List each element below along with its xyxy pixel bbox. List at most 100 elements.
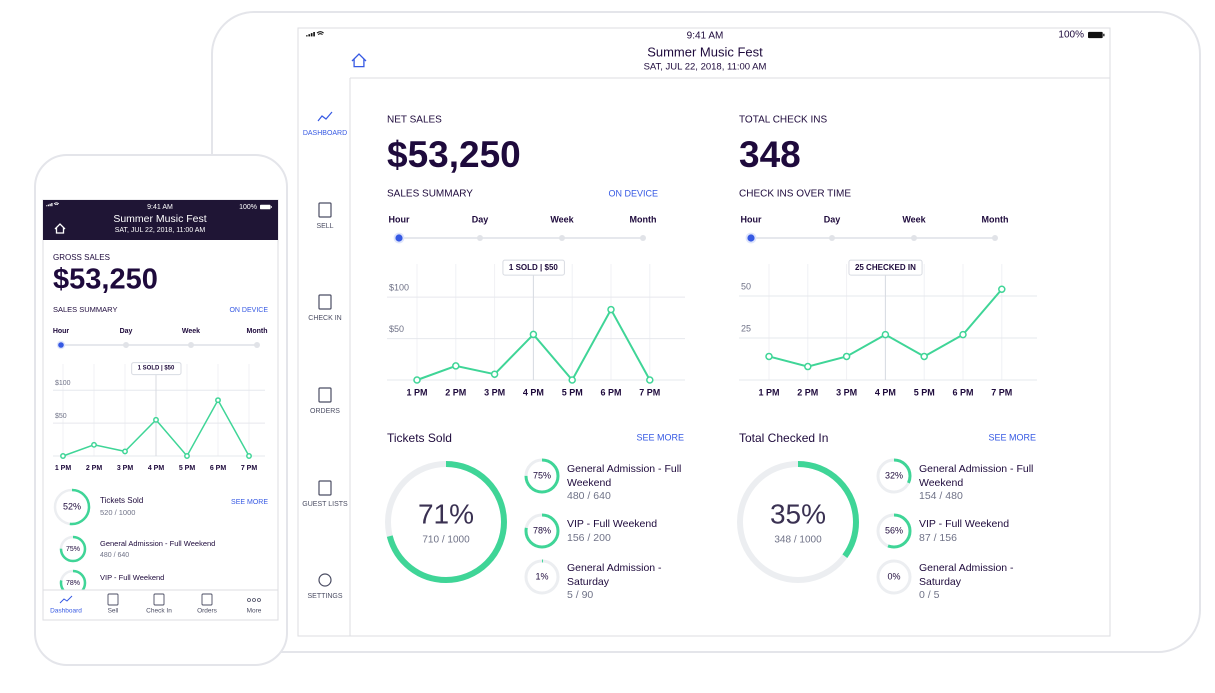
tab-icon	[59, 595, 73, 604]
ticket-detail: 480 / 640	[567, 490, 611, 502]
ring-arc	[385, 461, 507, 583]
ticket-detail: 480 / 640	[100, 552, 129, 559]
data-point	[122, 448, 128, 455]
summary-detail: 520 / 1000	[100, 508, 135, 517]
ring-percent: 1%	[535, 571, 548, 581]
ticket-detail: 87 / 156	[919, 531, 957, 544]
x-tick-label: 4 PM	[875, 387, 896, 397]
annotation: 1 SOLD | $50	[509, 263, 558, 272]
nav-item[interactable]: DASHBOARD	[303, 130, 347, 137]
ring-percent: 0%	[887, 571, 900, 581]
range-dot[interactable]	[992, 235, 998, 241]
range-dot[interactable]	[911, 235, 917, 241]
range-option[interactable]: Hour	[389, 214, 410, 224]
y-tick-label: 50	[741, 281, 751, 291]
nav-item[interactable]: GUEST LISTS	[302, 501, 348, 508]
ring-arc	[876, 458, 912, 494]
range-dot[interactable]	[188, 342, 194, 348]
ring-arc	[524, 513, 560, 549]
x-tick-label: 3 PM	[836, 387, 857, 397]
link[interactable]: SEE MORE	[231, 499, 268, 506]
nav-icon	[318, 480, 332, 496]
range-option[interactable]: Month	[982, 214, 1009, 224]
phone-header	[43, 200, 278, 240]
wifi-icon	[53, 202, 60, 206]
range-option[interactable]: Week	[550, 214, 574, 224]
x-tick-label: 7 PM	[639, 387, 660, 397]
data-point	[529, 330, 538, 339]
section-title: Tickets Sold	[387, 431, 452, 445]
tab-item[interactable]: Check In	[146, 608, 172, 615]
nav-item[interactable]: SETTINGS	[307, 593, 342, 600]
battery-tip	[1103, 33, 1105, 37]
range-option[interactable]: Week	[902, 214, 926, 224]
nav-icon	[318, 202, 332, 218]
data-point	[959, 330, 967, 339]
link[interactable]: ON DEVICE	[229, 307, 268, 314]
data-point	[804, 362, 812, 371]
donut-detail: 348 / 1000	[774, 535, 822, 546]
x-tick-label: 2 PM	[445, 387, 466, 397]
range-option[interactable]: Month	[247, 328, 268, 335]
battery-icon	[1088, 31, 1103, 39]
summary-name: Tickets Sold	[100, 496, 143, 505]
tab-item[interactable]: Orders	[197, 608, 218, 615]
range-option[interactable]: Month	[630, 214, 657, 224]
nav-item[interactable]: ORDERS	[310, 408, 340, 415]
nav-item[interactable]: CHECK IN	[308, 315, 341, 322]
signal-bar	[313, 32, 315, 37]
tab-item[interactable]: More	[247, 608, 262, 615]
x-tick-label: 3 PM	[117, 465, 134, 472]
range-dot[interactable]	[123, 342, 129, 348]
range-dot[interactable]	[829, 235, 835, 241]
range-option[interactable]: Hour	[53, 328, 70, 335]
x-tick-label: 6 PM	[952, 387, 973, 397]
link[interactable]: ON DEVICE	[608, 188, 658, 198]
link[interactable]: SEE MORE	[636, 432, 684, 442]
data-point	[920, 352, 928, 361]
ring-percent: 75%	[533, 470, 551, 480]
range-option[interactable]: Day	[824, 214, 841, 224]
range-option[interactable]: Day	[472, 214, 489, 224]
ticket-detail: 154 / 480	[919, 490, 963, 502]
home-icon[interactable]	[54, 223, 66, 234]
range-option[interactable]: Week	[182, 328, 200, 335]
donut-percent: 71%	[418, 498, 474, 529]
range-dot[interactable]	[640, 235, 646, 241]
phone-screen	[42, 199, 279, 621]
signal-bar	[51, 203, 53, 207]
data-point	[91, 441, 97, 448]
data-point	[998, 285, 1006, 293]
data-point	[153, 416, 159, 423]
range-dot[interactable]	[254, 342, 260, 348]
range-selected[interactable]	[58, 342, 64, 348]
y-tick-label: $100	[55, 380, 71, 387]
annotation-box	[131, 362, 182, 376]
range-selected[interactable]	[747, 234, 755, 242]
x-tick-label: 2 PM	[797, 387, 818, 397]
chart-label: CHECK INS OVER TIME	[739, 189, 851, 200]
ticket-item: General Admission - Full Weekend 154 / 48…	[919, 463, 1047, 504]
ticket-name: General Admission - Saturday	[919, 562, 1014, 588]
range-dot[interactable]	[477, 235, 483, 241]
data-point	[568, 376, 576, 384]
range-option[interactable]: Day	[120, 328, 133, 335]
range-dot[interactable]	[559, 235, 565, 241]
home-icon[interactable]	[351, 53, 367, 68]
link[interactable]: SEE MORE	[988, 432, 1036, 442]
x-tick-label: 7 PM	[241, 465, 258, 472]
battery-icon	[260, 204, 271, 210]
tab-bar	[44, 590, 277, 619]
tab-item[interactable]: Sell	[108, 608, 119, 615]
signal-bar	[308, 34, 311, 37]
ring-percent: 32%	[885, 470, 903, 480]
ticket-item: General Admission - Full Weekend 480 / 64…	[567, 463, 695, 504]
tab-item[interactable]: Dashboard	[50, 608, 82, 615]
range-selected[interactable]	[395, 234, 403, 242]
ticket-name: General Admission - Full Weekend	[919, 463, 1034, 489]
nav-item[interactable]: SELL	[316, 223, 333, 230]
range-option[interactable]: Hour	[741, 214, 762, 224]
status-time: 9:41 AM	[147, 204, 173, 211]
data-point	[215, 397, 221, 404]
